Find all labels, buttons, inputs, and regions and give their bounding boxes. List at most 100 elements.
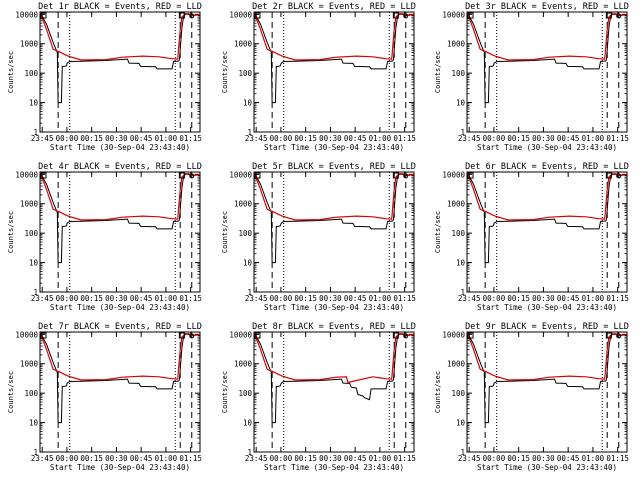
series-lld <box>254 12 414 61</box>
corner-square-marker <box>605 12 612 19</box>
x-tick-label: 00:30 <box>319 294 342 303</box>
y-axis-label: Counts/sec <box>434 51 442 93</box>
x-tick-label: 00:00 <box>483 134 506 143</box>
plot-frame <box>39 331 201 453</box>
detector-panel-5: Det 5r BLACK = Events, RED = LLD 1 10 100 10… <box>221 162 416 312</box>
x-tick-label: 00:30 <box>319 454 342 463</box>
x-tick-label: 23:45 <box>458 454 481 463</box>
y-tick-label: 1000 <box>234 200 253 209</box>
y-tick-label: 10000 <box>442 170 465 179</box>
corner-square-marker <box>605 332 612 339</box>
corner-circle-marker <box>403 173 409 179</box>
x-tick-label: 00:30 <box>105 454 128 463</box>
x-tick-label: 00:00 <box>483 294 506 303</box>
plot-area <box>254 332 414 452</box>
series-events <box>40 12 200 104</box>
x-tick-label: 00:00 <box>270 454 293 463</box>
plot-frame <box>39 11 201 133</box>
panel-title: Det 5r BLACK = Events, RED = LLD <box>252 162 416 172</box>
plot-area <box>254 172 414 292</box>
x-tick-label: 00:00 <box>483 454 506 463</box>
plot-area <box>467 332 627 452</box>
x-tick-label: 01:00 <box>369 134 392 143</box>
y-tick-label: 1000 <box>20 360 39 369</box>
y-tick-label: 100 <box>238 69 252 78</box>
y-tick-label: 10 <box>456 259 466 268</box>
x-tick-label: 00:15 <box>294 134 317 143</box>
y-tick-label: 1 <box>33 288 38 297</box>
y-tick-label: 1 <box>247 128 252 137</box>
corner-square-marker <box>392 172 399 179</box>
x-tick-label: 01:15 <box>179 134 202 143</box>
y-tick-label: 100 <box>451 229 465 238</box>
plot-frame <box>253 11 415 133</box>
y-tick-label: 10000 <box>229 330 252 339</box>
x-tick-label: 00:00 <box>56 134 79 143</box>
x-tick-label: 01:00 <box>582 454 605 463</box>
detector-panel-6: Det 6r BLACK = Events, RED = LLD 1 10 100 10… <box>434 162 629 312</box>
panel-title: Det 7r BLACK = Events, RED = LLD <box>38 322 202 332</box>
y-tick-label: 100 <box>451 69 465 78</box>
series-lld <box>40 12 200 61</box>
series-lld <box>40 172 200 221</box>
x-tick-label: 23:45 <box>31 134 54 143</box>
x-tick-label: 00:30 <box>532 454 555 463</box>
x-tick-label: 01:15 <box>393 294 416 303</box>
x-tick-label: 01:00 <box>369 454 392 463</box>
x-tick-label: 00:30 <box>105 294 128 303</box>
x-tick-label: 00:15 <box>507 294 530 303</box>
corner-square-marker <box>392 332 399 339</box>
x-tick-label: 00:30 <box>532 294 555 303</box>
series-lld <box>467 172 627 221</box>
plot-frame <box>39 171 201 293</box>
x-tick-label: 01:15 <box>179 454 202 463</box>
panel-title: Det 4r BLACK = Events, RED = LLD <box>38 162 202 172</box>
x-tick-label: 00:45 <box>344 294 367 303</box>
x-axis-label: Start Time (30-Sep-04 23:43:40) <box>264 463 404 472</box>
y-tick-label: 10 <box>456 99 466 108</box>
x-tick-label: 00:15 <box>294 454 317 463</box>
y-axis-label: Counts/sec <box>7 51 15 93</box>
series-lld <box>254 332 414 384</box>
y-tick-label: 1000 <box>234 360 253 369</box>
corner-square-marker <box>467 332 474 339</box>
x-tick-label: 23:45 <box>245 454 268 463</box>
corner-square-marker <box>605 172 612 179</box>
x-axis-label: Start Time (30-Sep-04 23:43:40) <box>477 303 617 312</box>
x-tick-label: 00:00 <box>270 134 293 143</box>
x-tick-label: 01:00 <box>582 134 605 143</box>
x-tick-label: 00:15 <box>80 134 103 143</box>
detector-panel-3: Det 3r BLACK = Events, RED = LLD 1 10 100 10… <box>434 2 629 152</box>
corner-circle-marker <box>189 173 195 179</box>
y-tick-label: 10000 <box>442 10 465 19</box>
x-tick-label: 00:15 <box>80 294 103 303</box>
y-tick-label: 10000 <box>442 330 465 339</box>
x-tick-label: 00:15 <box>507 454 530 463</box>
y-tick-label: 1000 <box>447 200 466 209</box>
x-tick-label: 01:15 <box>393 134 416 143</box>
detector-panel-7: Det 7r BLACK = Events, RED = LLD 1 10 100 10… <box>7 322 202 472</box>
x-tick-label: 00:30 <box>319 134 342 143</box>
corner-circle-marker <box>616 333 622 339</box>
series-events <box>40 172 200 264</box>
y-tick-label: 100 <box>238 389 252 398</box>
corner-square-marker <box>178 172 185 179</box>
panel-title: Det 1r BLACK = Events, RED = LLD <box>38 2 202 12</box>
corner-circle-marker <box>616 13 622 19</box>
plot-area <box>40 172 200 292</box>
x-tick-label: 01:15 <box>179 294 202 303</box>
corner-circle-marker <box>403 333 409 339</box>
y-axis-label: Counts/sec <box>221 51 229 93</box>
x-tick-label: 01:00 <box>369 294 392 303</box>
corner-square-marker <box>40 172 47 179</box>
corner-circle-marker <box>189 333 195 339</box>
corner-square-marker <box>178 12 185 19</box>
x-tick-label: 00:00 <box>270 294 293 303</box>
y-tick-label: 10000 <box>15 10 38 19</box>
series-events <box>254 12 414 104</box>
x-tick-label: 00:45 <box>130 134 153 143</box>
y-tick-label: 10 <box>29 419 39 428</box>
x-tick-label: 01:00 <box>582 294 605 303</box>
corner-square-marker <box>467 12 474 19</box>
detector-panel-2: Det 2r BLACK = Events, RED = LLD 1 10 100 10… <box>221 2 416 152</box>
